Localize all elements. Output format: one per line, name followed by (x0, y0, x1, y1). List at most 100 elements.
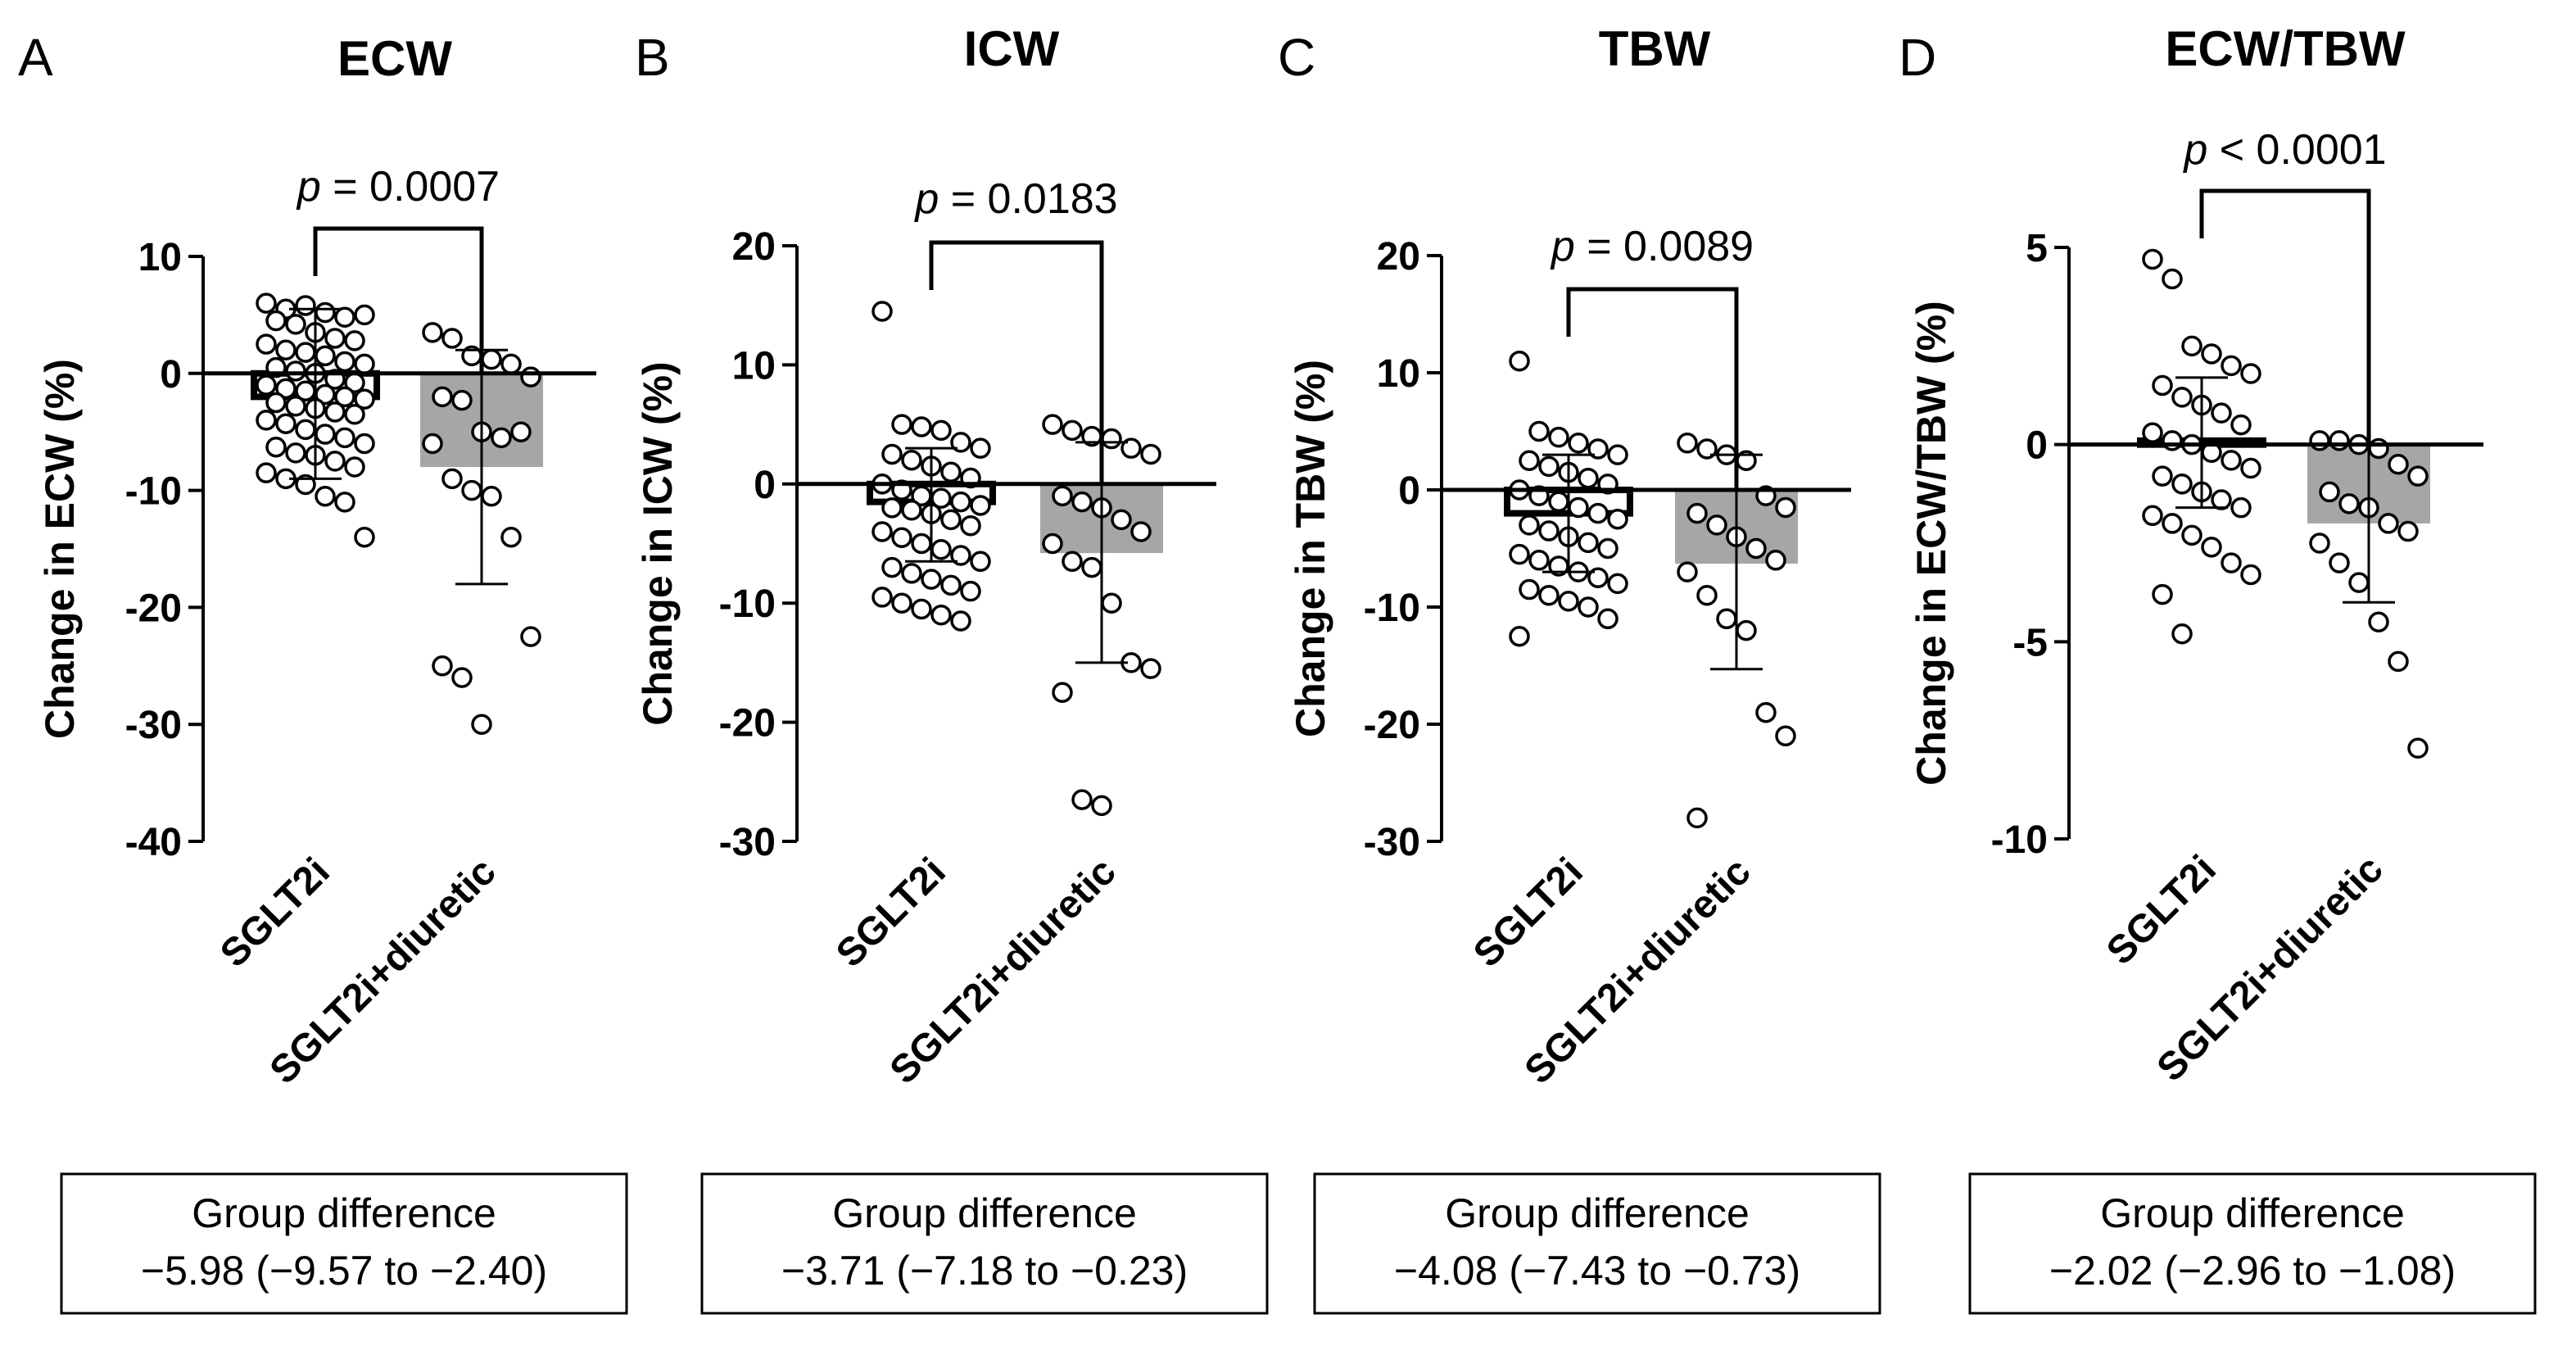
panel-c-y-tick-label: -30 (1364, 821, 1420, 864)
panel-c-group-difference-label: Group difference (1445, 1190, 1750, 1236)
panel-a-data-point-sglt2i (315, 424, 336, 445)
panel-d-data-point-sglt2i-diuretic (2378, 513, 2399, 534)
panel-a-data-point-sglt2i-diuretic (520, 366, 541, 387)
panel-b-data-point-sglt2i (871, 587, 893, 608)
panel-c-data-point-sglt2i (1528, 550, 1550, 571)
panel-b-data-point-sglt2i-diuretic (1081, 556, 1102, 578)
panel-c-data-point-sglt2i-diuretic (1706, 514, 1727, 536)
panel-b-p-value-label: p = 0.0183 (913, 175, 1117, 223)
panel-c-data-point-sglt2i-diuretic (1745, 537, 1767, 560)
panel-b-data-point-sglt2i (930, 604, 952, 626)
panel-a-data-point-sglt2i (285, 396, 306, 417)
panel-d-group-difference-value: −2.02 (−2.96 to −1.08) (2049, 1248, 2456, 1294)
panel-d-data-point-sglt2i (2201, 343, 2222, 365)
panel-b-data-point-sglt2i (960, 580, 981, 602)
panel-a-data-point-sglt2i-diuretic (432, 655, 453, 677)
panel-a-data-point-sglt2i (295, 419, 316, 441)
panel-c-data-point-sglt2i-diuretic (1696, 438, 1718, 460)
panel-c-data-point-sglt2i (1548, 426, 1569, 448)
panel-a-data-point-sglt2i-diuretic (441, 468, 463, 490)
panel-a-data-point-sglt2i (295, 342, 316, 363)
panel-a-data-point-sglt2i (354, 526, 375, 548)
panel-b-data-point-sglt2i (940, 574, 962, 596)
panel-a-data-point-sglt2i (265, 392, 287, 414)
panel-b-data-point-sglt2i (970, 437, 991, 459)
panel-b-data-point-sglt2i-diuretic (1071, 491, 1093, 513)
panel-b-data-point-sglt2i (871, 301, 893, 322)
panel-d-data-point-sglt2i-diuretic (2368, 437, 2389, 460)
panel-a-data-point-sglt2i (334, 427, 355, 449)
panel-b-data-point-sglt2i (891, 527, 912, 548)
panel-a-y-tick-label: 0 (160, 353, 182, 397)
panel-a-data-point-sglt2i (275, 378, 297, 400)
panel-a-data-point-sglt2i (256, 374, 277, 396)
panel-c-significance-bracket (1566, 287, 1739, 488)
panel-c-data-point-sglt2i (1568, 496, 1589, 519)
panel-d-data-point-sglt2i (2221, 450, 2242, 471)
panel-d-significance-bracket (2199, 188, 2371, 443)
panel-b-data-point-sglt2i (950, 545, 971, 566)
panel-b-significance-bracket (929, 240, 1104, 483)
panel-d-p-value-label: p < 0.0001 (2182, 126, 2386, 174)
panel-a-data-point-sglt2i (324, 451, 346, 472)
panel-c-data-point-sglt2i-diuretic (1736, 619, 1757, 641)
panel-a-data-point-sglt2i (256, 410, 277, 431)
panel-c-data-point-sglt2i (1607, 509, 1628, 530)
panel-b-p-value: = 0.0183 (939, 175, 1117, 223)
panel-a-y-tick-label: 10 (138, 236, 182, 279)
panel-a-data-point-sglt2i-diuretic (422, 433, 443, 455)
panel-b-data-point-sglt2i-diuretic (1091, 795, 1112, 817)
panel-b-data-point-sglt2i (881, 556, 903, 578)
panel-d-data-point-sglt2i-diuretic (2319, 481, 2340, 503)
panel-d-data-point-sglt2i-diuretic (2407, 737, 2429, 759)
panel-d-p-symbol: p (2182, 126, 2207, 174)
panel-b-data-point-sglt2i (901, 449, 922, 471)
panel-a-data-point-sglt2i (354, 433, 375, 455)
panel-d-data-point-sglt2i-diuretic (2329, 430, 2350, 451)
panel-b-data-point-sglt2i-diuretic (1101, 592, 1122, 614)
panel-c-y-tick-label: 20 (1377, 235, 1420, 279)
panel-c-data-point-sglt2i (1548, 491, 1569, 513)
panel-c-y-tick-label: 10 (1377, 352, 1420, 396)
panel-d-data-point-sglt2i-diuretic (2407, 465, 2429, 487)
panel-d-letter: D (1899, 28, 1936, 87)
panel-a-data-point-sglt2i-diuretic (451, 389, 473, 411)
panel-d-data-point-sglt2i (2152, 374, 2173, 397)
panel-b-data-point-sglt2i (891, 414, 912, 435)
panel-c-data-point-sglt2i-diuretic (1677, 561, 1698, 582)
panel-d-y-tick-label: -10 (1991, 818, 2048, 862)
panel-b-data-point-sglt2i-diuretic (1042, 533, 1063, 555)
panel-b-group-difference-box (700, 1172, 1269, 1315)
panel-d-y-tick-label: 5 (2026, 227, 2048, 270)
panel-a-data-point-sglt2i (354, 304, 375, 326)
panel-d-data-point-sglt2i (2181, 524, 2203, 546)
panel-c-data-point-sglt2i (1587, 438, 1609, 460)
panel-d-data-point-sglt2i (2181, 335, 2203, 357)
panel-a-data-point-sglt2i (334, 386, 355, 408)
panel-b-data-point-sglt2i (891, 592, 912, 614)
panel-d-data-point-sglt2i-diuretic (2309, 430, 2330, 451)
panel-b-data-point-sglt2i-diuretic (1130, 521, 1152, 542)
panel-a-y-tick-label: -30 (125, 704, 182, 747)
panel-a-data-point-sglt2i (285, 442, 306, 464)
panel-b-data-point-sglt2i (911, 598, 932, 620)
panel-d-data-point-sglt2i-diuretic (2368, 611, 2389, 633)
panel-c-data-point-sglt2i-diuretic (1686, 502, 1708, 524)
panel-a-data-point-sglt2i (295, 474, 316, 496)
panel-b-data-point-sglt2i (940, 461, 962, 483)
panel-a-data-point-sglt2i (354, 388, 375, 410)
panel-c-data-point-sglt2i-diuretic (1696, 584, 1718, 606)
panel-c-data-point-sglt2i (1568, 433, 1589, 454)
panel-d-data-point-sglt2i (2230, 414, 2252, 436)
panel-d-data-point-sglt2i (2201, 537, 2222, 558)
panel-b-data-point-sglt2i (881, 443, 903, 465)
panel-a-data-point-sglt2i (334, 492, 355, 513)
panel-d-data-point-sglt2i (2162, 430, 2183, 451)
panel-d-data-point-sglt2i-diuretic (2329, 552, 2350, 573)
panel-a-data-point-sglt2i-diuretic (510, 421, 532, 442)
panel-c-title: TBW (1599, 21, 1711, 76)
panel-a-data-point-sglt2i-diuretic (461, 479, 482, 501)
panel-a-significance-bracket (313, 226, 484, 372)
panel-b-y-tick-label: -30 (719, 821, 776, 864)
